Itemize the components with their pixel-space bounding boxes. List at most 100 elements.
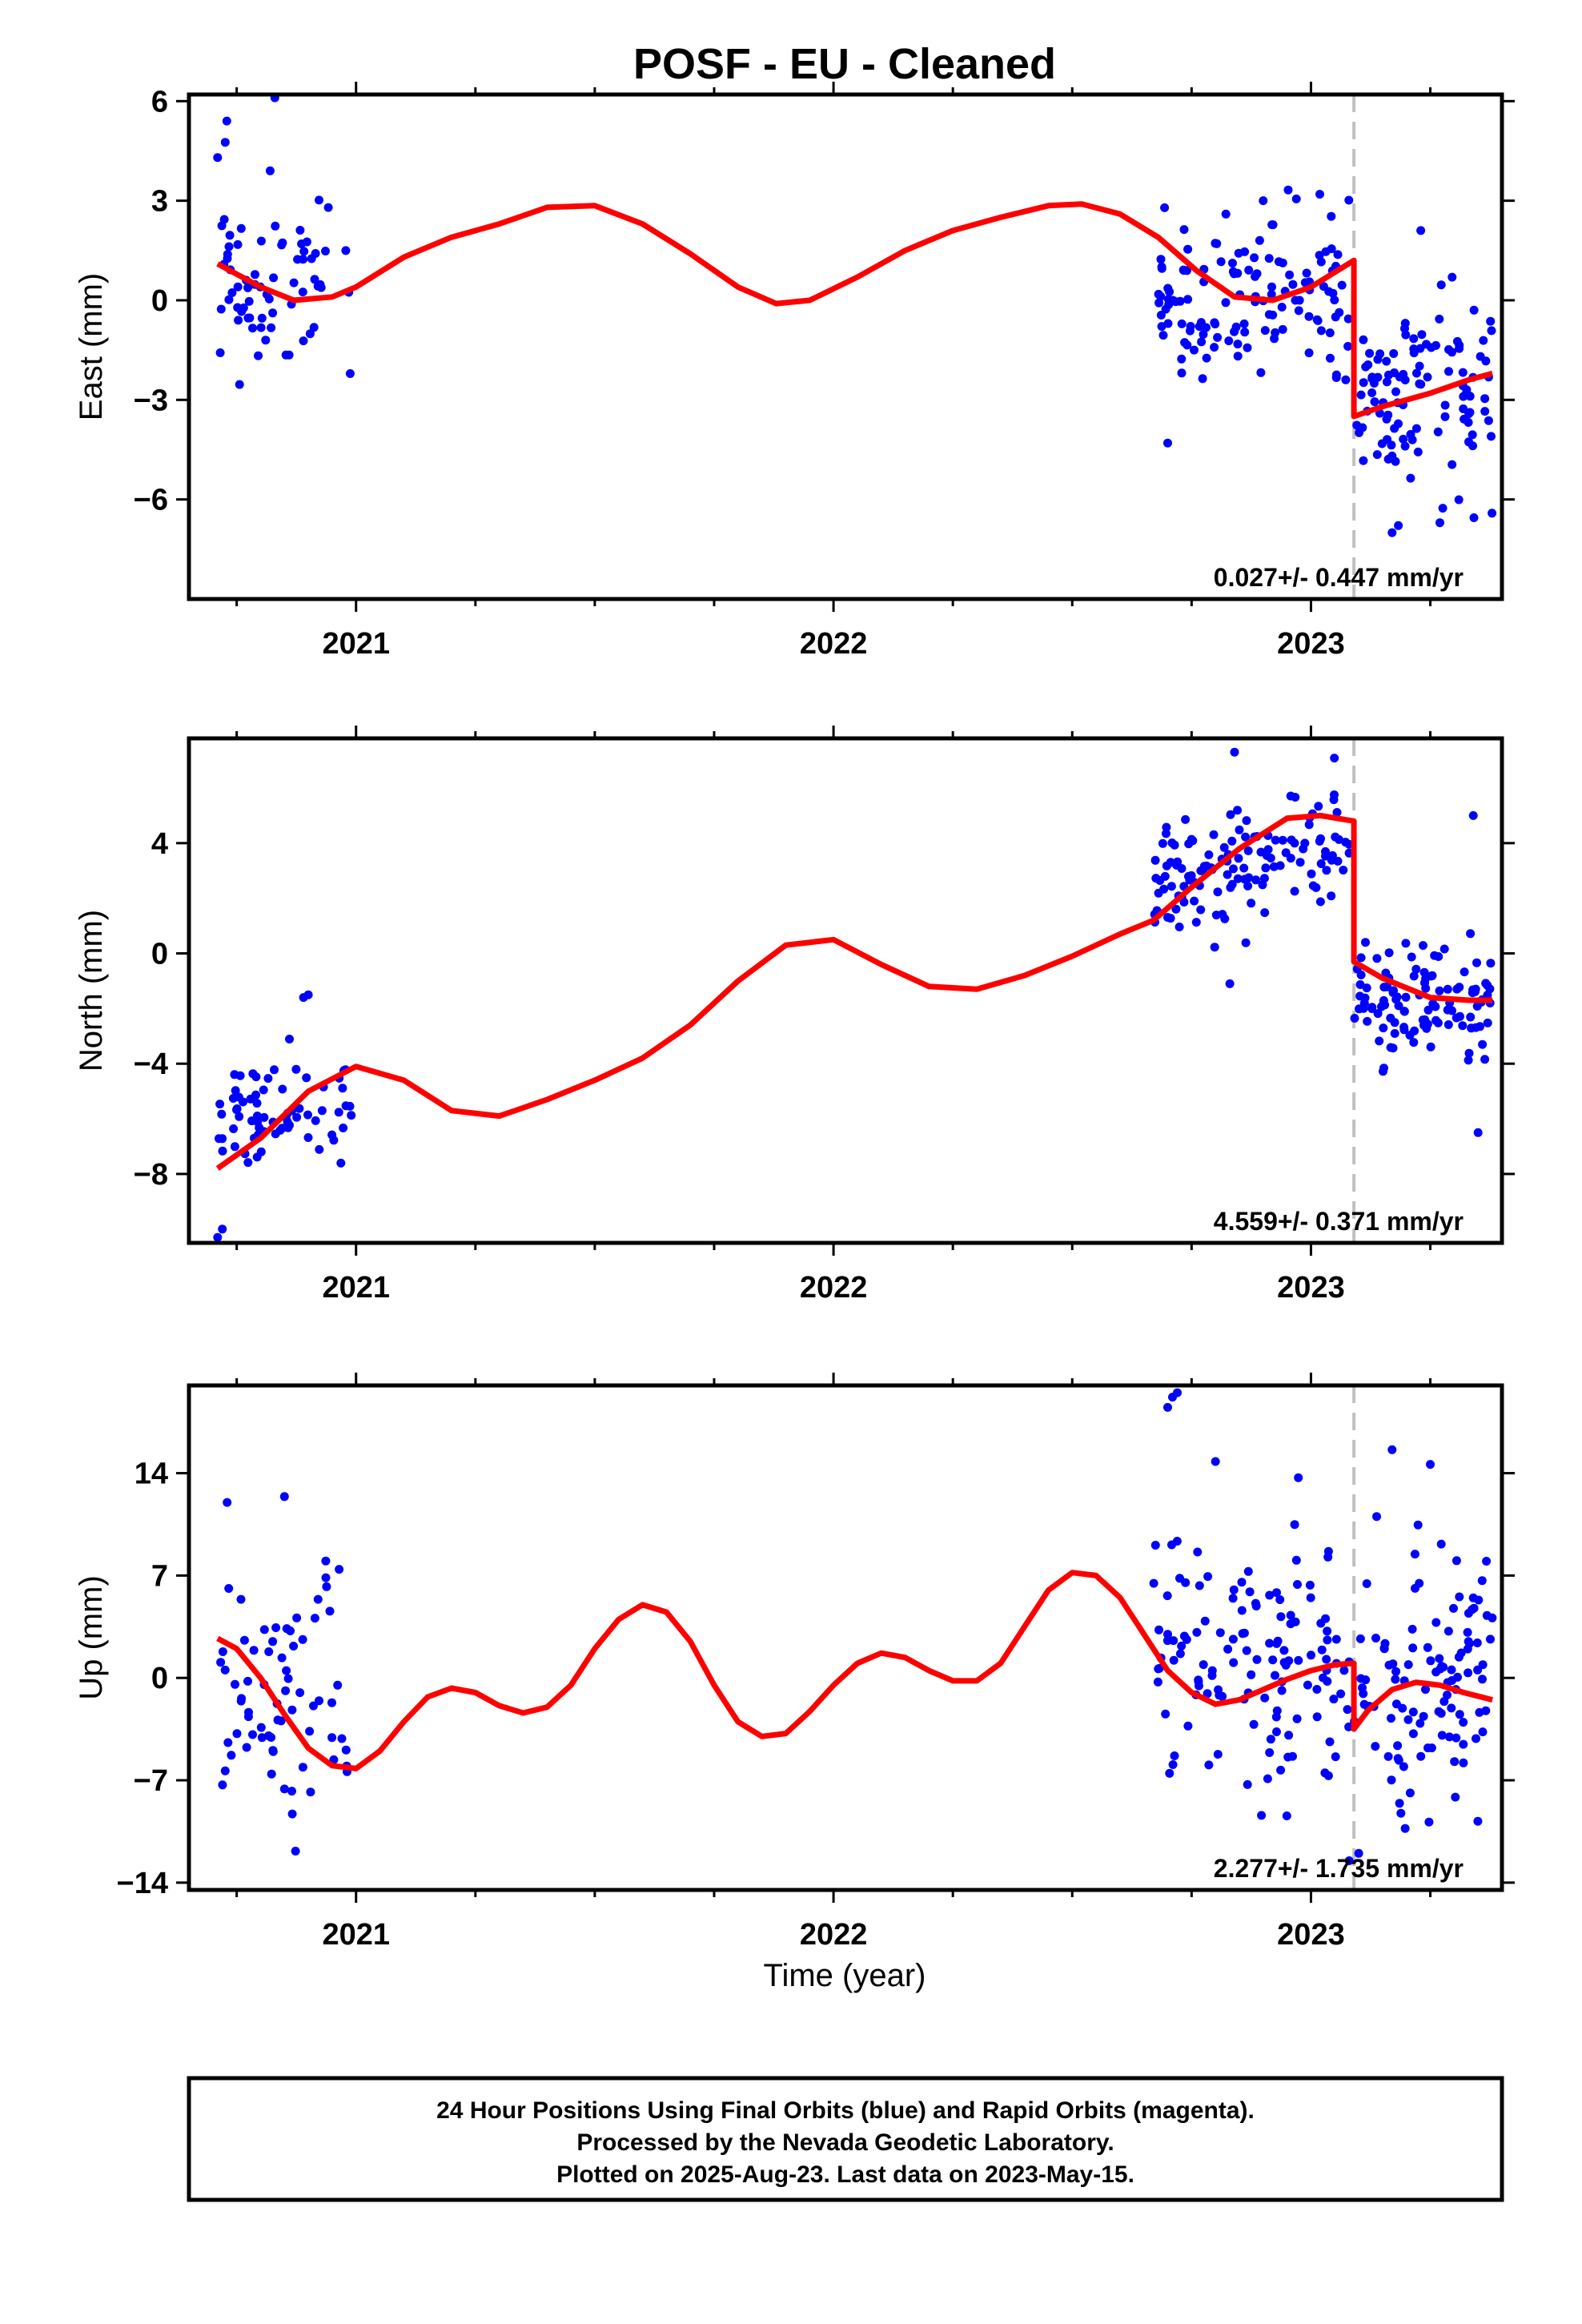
north-point xyxy=(1196,905,1206,915)
east-y-tick-label: 6 xyxy=(151,85,168,119)
east-point xyxy=(1304,312,1314,321)
up-point xyxy=(1294,1473,1303,1482)
up-point xyxy=(327,1698,336,1707)
up-point xyxy=(268,1637,278,1647)
up-point xyxy=(1163,1402,1172,1412)
up-point xyxy=(1413,1520,1423,1530)
up-point xyxy=(1207,1666,1217,1675)
east-point xyxy=(269,273,279,283)
north-point xyxy=(1419,941,1427,951)
north-point xyxy=(1327,850,1337,860)
east-point xyxy=(1283,185,1293,195)
east-point xyxy=(310,275,319,284)
up-point xyxy=(1405,1788,1415,1798)
north-point xyxy=(1355,991,1365,1001)
north-point xyxy=(1409,971,1419,981)
north-point xyxy=(1327,891,1336,901)
east-point xyxy=(1399,434,1408,444)
north-point xyxy=(299,993,308,1003)
east-point xyxy=(1183,244,1193,254)
east-point xyxy=(1341,375,1351,384)
east-y-tick-label: 0 xyxy=(151,284,168,318)
east-point xyxy=(1163,319,1173,328)
up-point xyxy=(281,1686,291,1695)
up-point xyxy=(1416,1751,1426,1761)
north-point xyxy=(1350,1014,1359,1023)
north-point xyxy=(1355,980,1365,989)
up-point xyxy=(1387,1775,1396,1785)
east-point xyxy=(1484,416,1493,425)
east-point xyxy=(1233,352,1243,361)
north-point xyxy=(1332,808,1342,817)
north-point xyxy=(334,1108,343,1117)
east-point xyxy=(1382,356,1391,366)
east-point xyxy=(236,223,246,233)
east-point xyxy=(1316,326,1326,336)
up-point xyxy=(313,1594,323,1604)
up-point xyxy=(236,1696,246,1706)
up-point xyxy=(1481,1706,1491,1715)
north-point xyxy=(1263,845,1273,854)
east-point xyxy=(1382,377,1391,387)
north-y-tick-label: −8 xyxy=(134,1158,168,1192)
east-point xyxy=(227,288,237,297)
north-point xyxy=(1260,908,1270,918)
north-point xyxy=(1483,980,1492,990)
up-point xyxy=(220,1665,230,1675)
north-point xyxy=(270,1065,279,1075)
east-point xyxy=(1186,322,1195,331)
north-point xyxy=(1242,816,1251,826)
east-point xyxy=(1469,513,1479,522)
up-point xyxy=(220,1766,230,1775)
east-point xyxy=(1389,349,1399,358)
east-point xyxy=(1383,454,1393,464)
up-point xyxy=(1247,1670,1256,1679)
up-point xyxy=(1331,1752,1340,1762)
east-point xyxy=(248,324,257,333)
north-y-tick-label: −4 xyxy=(134,1047,168,1081)
north-point xyxy=(1166,914,1175,923)
north-point xyxy=(1229,864,1238,874)
up-point xyxy=(1303,1680,1312,1690)
east-point xyxy=(1435,518,1444,528)
up-point xyxy=(1306,1593,1315,1602)
up-point xyxy=(1403,1715,1413,1724)
north-point xyxy=(1244,873,1254,883)
up-point xyxy=(264,1647,274,1656)
up-point xyxy=(1275,1595,1285,1604)
north-point xyxy=(1458,1021,1468,1031)
north-point xyxy=(1330,754,1339,763)
east-point xyxy=(1221,209,1231,219)
east-x-tick-label: 2021 xyxy=(322,627,390,661)
north-point xyxy=(213,1232,223,1242)
east-point xyxy=(1435,314,1444,324)
east-point xyxy=(1394,419,1403,428)
east-point xyxy=(1367,388,1377,397)
north-point xyxy=(278,1124,287,1133)
east-panel: 2021 2022 2023 6 3 0 −3 −6 East (mm) 0.027+/- 0.4… xyxy=(74,82,1515,661)
up-point xyxy=(1426,1460,1435,1470)
up-point xyxy=(1447,1703,1456,1713)
up-point xyxy=(1455,1592,1464,1602)
up-point xyxy=(1192,1627,1202,1637)
east-point xyxy=(1356,390,1366,400)
east-point xyxy=(1468,430,1477,440)
up-point xyxy=(1472,1638,1482,1647)
north-point xyxy=(291,1064,301,1074)
up-point xyxy=(1265,1748,1275,1757)
east-point xyxy=(1264,254,1274,263)
up-point xyxy=(1169,1636,1178,1646)
north-point xyxy=(1261,863,1271,873)
north-point xyxy=(230,1142,239,1152)
east-point xyxy=(1325,328,1335,338)
north-point xyxy=(1435,986,1444,995)
up-point xyxy=(1243,1566,1253,1576)
north-point xyxy=(303,1110,312,1120)
north-point xyxy=(1341,838,1351,847)
east-point xyxy=(1343,314,1353,324)
east-point xyxy=(1199,330,1208,339)
east-point xyxy=(1416,380,1426,389)
up-point xyxy=(1265,1638,1275,1648)
up-point xyxy=(1421,1685,1430,1695)
north-point xyxy=(1316,859,1326,868)
